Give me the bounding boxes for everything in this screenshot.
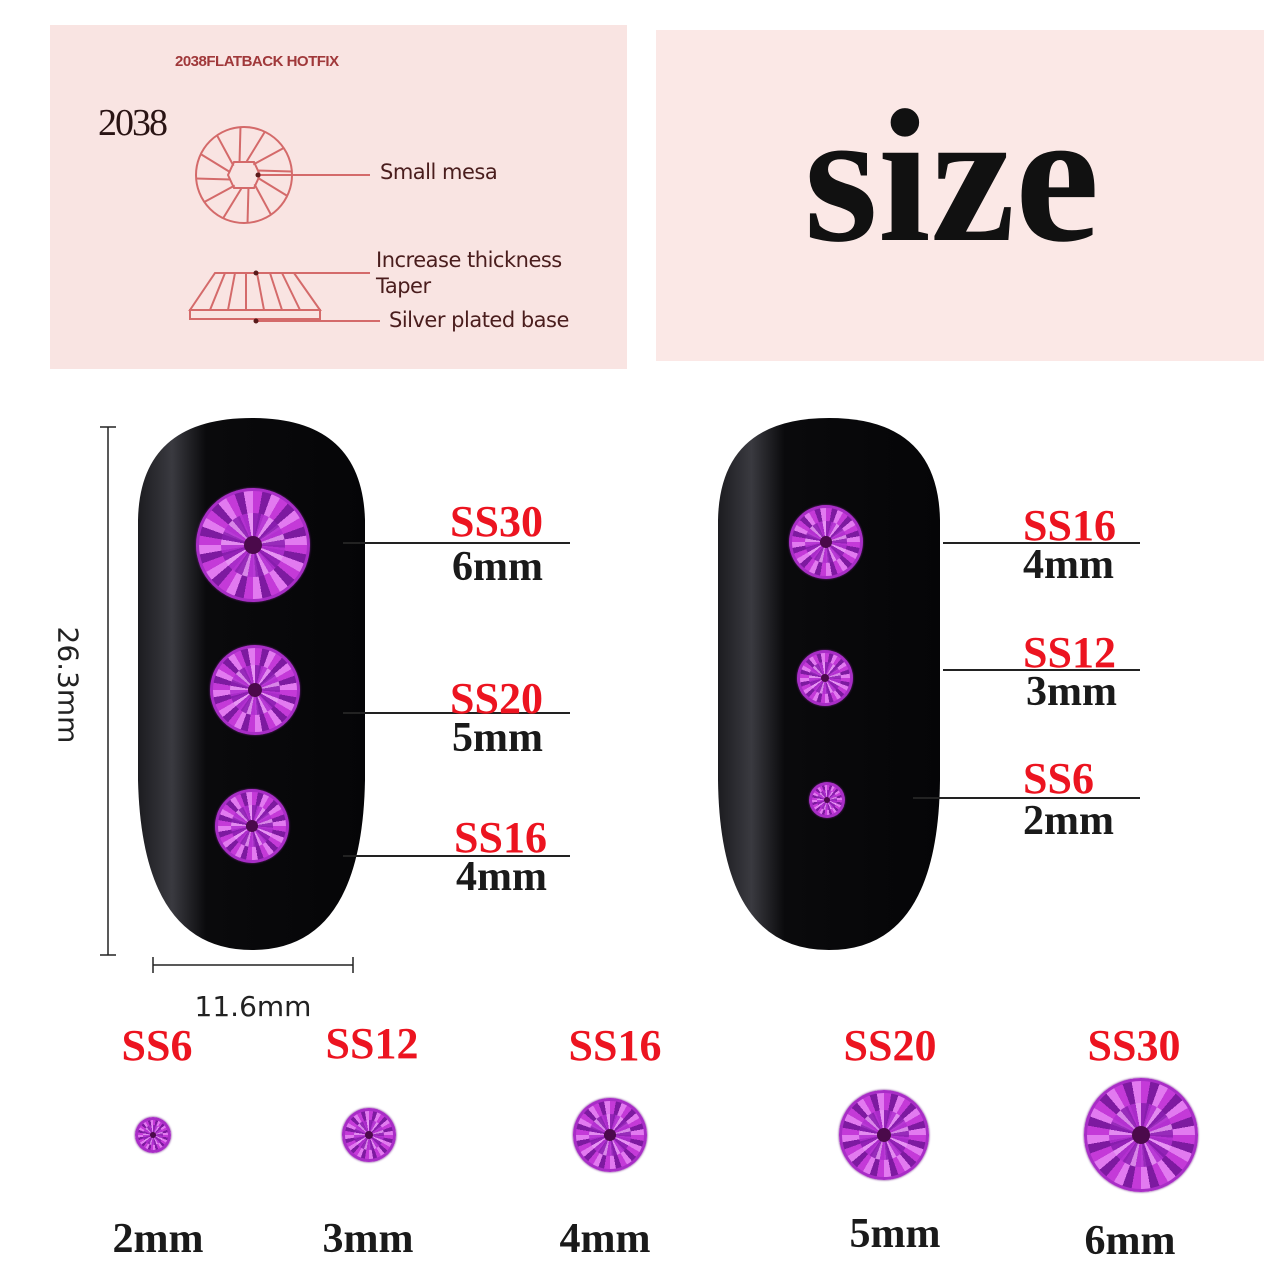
rhinestone-diagram-icon bbox=[188, 126, 380, 324]
gem-ss30 bbox=[196, 488, 310, 602]
ss-label: SS12 bbox=[1023, 628, 1116, 677]
ss-label: SS16 bbox=[454, 813, 547, 862]
gem-2mm bbox=[135, 1117, 171, 1153]
mm-label: 4mm bbox=[559, 1216, 651, 1262]
gem-5mm bbox=[839, 1090, 929, 1180]
gem-ss12 bbox=[797, 650, 853, 706]
mm-label: 4mm bbox=[1023, 542, 1114, 588]
diagram-heading: 2038FLATBACK HOTFIX bbox=[175, 53, 339, 70]
pointer-line bbox=[943, 542, 1140, 544]
mm-label: 2mm bbox=[1023, 798, 1114, 844]
mm-label: 6mm bbox=[452, 544, 543, 590]
gem-ss20 bbox=[210, 645, 300, 735]
pointer-line bbox=[913, 797, 1140, 799]
diagram-model: 2038 bbox=[98, 102, 168, 144]
mm-label: 4mm bbox=[456, 854, 547, 900]
pointer-line bbox=[343, 712, 570, 714]
gem-4mm bbox=[573, 1098, 647, 1172]
ss-label: SS6 bbox=[121, 1021, 193, 1070]
ss-label: SS16 bbox=[568, 1021, 662, 1070]
ss-label: SS12 bbox=[325, 1019, 419, 1068]
increase-thickness-label: Increase thickness bbox=[376, 248, 562, 272]
ss-label: SS20 bbox=[843, 1021, 937, 1070]
mm-label: 6mm bbox=[1084, 1218, 1176, 1264]
taper-label: Taper bbox=[376, 274, 431, 298]
small-mesa-label: Small mesa bbox=[380, 160, 498, 184]
mm-label: 5mm bbox=[452, 715, 543, 761]
mm-label: 3mm bbox=[1026, 669, 1117, 715]
pointer-line bbox=[343, 855, 570, 857]
ss-label: SS16 bbox=[1023, 501, 1116, 550]
gem-6mm bbox=[1084, 1078, 1198, 1192]
pointer-line bbox=[343, 542, 570, 544]
gem-3mm bbox=[342, 1108, 396, 1162]
flatback-diagram-panel: 2038FLATBACK HOTFIX 2038 Small mesa Incr… bbox=[50, 25, 627, 369]
ss-label: SS6 bbox=[1023, 754, 1094, 803]
mm-label: 3mm bbox=[322, 1216, 414, 1262]
silver-plated-base-label: Silver plated base bbox=[389, 308, 569, 332]
mm-label: 2mm bbox=[112, 1216, 204, 1262]
gem-ss16 bbox=[215, 789, 289, 863]
ss-label: SS30 bbox=[450, 497, 543, 546]
size-title: size bbox=[804, 72, 1100, 282]
mm-label: 5mm bbox=[849, 1211, 941, 1257]
size-title-panel: size bbox=[656, 30, 1264, 361]
nail-width-label: 11.6mm bbox=[194, 990, 312, 1023]
gem-ss16 bbox=[789, 505, 863, 579]
ss-label: SS20 bbox=[450, 674, 543, 723]
gem-ss6 bbox=[809, 782, 845, 818]
ss-label: SS30 bbox=[1087, 1021, 1181, 1070]
pointer-line bbox=[943, 669, 1140, 671]
